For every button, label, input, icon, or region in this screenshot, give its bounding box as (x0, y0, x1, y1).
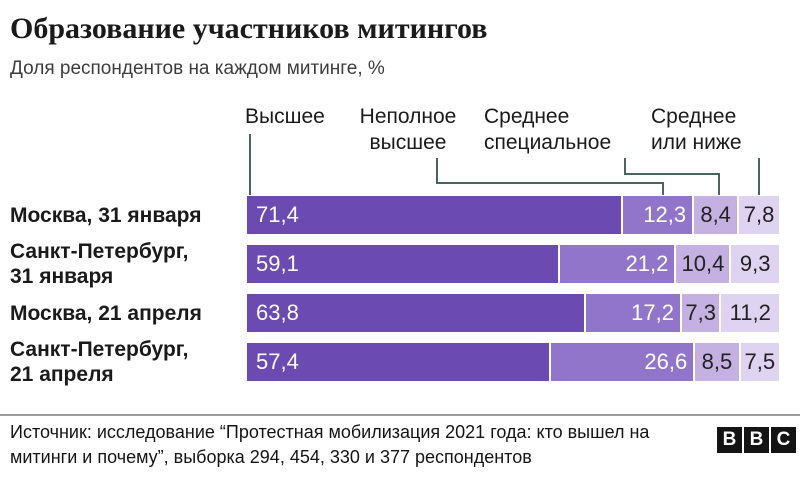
stacked-bar: 57,4 26,6 8,5 7,5 (247, 343, 779, 381)
legend-label-secondary-or-lower: Среднее или ниже (651, 105, 742, 154)
legend-label-higher: Высшее (245, 105, 325, 128)
page-title: Образование участников митингов (10, 12, 488, 45)
bar-segment-incomplete-higher: 26,6 (551, 343, 694, 381)
chart-row: Москва, 21 апреля 63,8 17,2 7,3 11,2 (10, 294, 779, 332)
bar-segment-incomplete-higher: 17,2 (585, 294, 680, 332)
bbc-logo-letter: C (771, 427, 796, 453)
value-label: 7,3 (685, 300, 717, 325)
legend-connector-line (436, 182, 664, 184)
legend-connector-line (662, 182, 664, 195)
value-label: 63,8 (256, 300, 299, 325)
chart-subtitle: Доля респондентов на каждом митинге, % (10, 58, 385, 79)
bar-segment-secondary-or-lower: 9,3 (731, 245, 779, 283)
legend-connector-line (624, 158, 626, 175)
category-label: Москва, 21 апреля (10, 301, 202, 325)
value-label: 71,4 (256, 202, 299, 227)
legend-connector-line (758, 158, 760, 195)
value-label: 12,3 (643, 202, 687, 227)
footer-divider (0, 414, 800, 416)
legend-connector-line (718, 173, 720, 195)
bbc-logo-letter: B (744, 427, 769, 453)
value-label: 8,5 (701, 349, 733, 374)
value-label: 7,5 (744, 349, 776, 374)
bar-segment-secondary-or-lower: 11,2 (721, 294, 779, 332)
value-label: 11,2 (729, 300, 771, 325)
value-label: 10,4 (681, 251, 725, 276)
value-label: 9,3 (739, 251, 771, 276)
category-label: Санкт-Петербург, 21 апреля (10, 338, 189, 386)
bar-segment-higher: 63,8 (247, 294, 584, 332)
chart-row: Санкт-Петербург, 21 апреля 57,4 26,6 8,5… (10, 338, 779, 386)
bar-segment-secondary-or-lower: 7,8 (739, 196, 779, 234)
value-label: 7,8 (743, 202, 775, 227)
value-label: 8,4 (700, 202, 731, 227)
category-label: Москва, 31 января (10, 203, 202, 227)
value-label: 17,2 (631, 300, 674, 325)
value-label: 26,6 (644, 349, 688, 374)
value-label: 57,4 (256, 349, 299, 374)
bar-segment-secondary-special: 10,4 (676, 245, 730, 283)
stacked-bar: 71,4 12,3 8,4 7,8 (247, 196, 779, 234)
legend-label-incomplete-higher: Неполное высшее (359, 105, 457, 154)
category-label: Санкт-Петербург, 31 января (10, 240, 189, 288)
legend-label-secondary-special: Среднее специальное (484, 105, 612, 154)
bbc-logo-letter: B (717, 427, 742, 453)
stacked-bar-chart: Москва, 31 января 71,4 12,3 8,4 7,8 Санк… (10, 196, 779, 386)
bar-segment-higher: 57,4 (247, 343, 550, 381)
legend-connector-line (624, 173, 720, 175)
bar-segment-incomplete-higher: 12,3 (623, 196, 693, 234)
value-label: 21,2 (625, 251, 669, 276)
bar-segment-incomplete-higher: 21,2 (560, 245, 675, 283)
bar-segment-higher: 71,4 (247, 196, 622, 234)
bar-segment-secondary-special: 8,4 (694, 196, 738, 234)
bar-segment-secondary-special: 7,3 (681, 294, 720, 332)
value-label: 59,1 (256, 251, 299, 276)
bar-segment-higher: 59,1 (247, 245, 558, 283)
chart-row: Санкт-Петербург, 31 января 59,1 21,2 10,… (10, 240, 779, 288)
stacked-bar: 59,1 21,2 10,4 9,3 (247, 245, 779, 283)
bar-segment-secondary-special: 8,5 (695, 343, 739, 381)
source-text: Источник: исследование “Протестная мобил… (10, 422, 650, 467)
legend-connector-line (436, 158, 438, 184)
bbc-logo: B B C (717, 427, 796, 453)
chart-row: Москва, 31 января 71,4 12,3 8,4 7,8 (10, 196, 779, 234)
legend-connector-line (249, 134, 251, 195)
stacked-bar: 63,8 17,2 7,3 11,2 (247, 294, 779, 332)
bar-segment-secondary-or-lower: 7,5 (740, 343, 779, 381)
